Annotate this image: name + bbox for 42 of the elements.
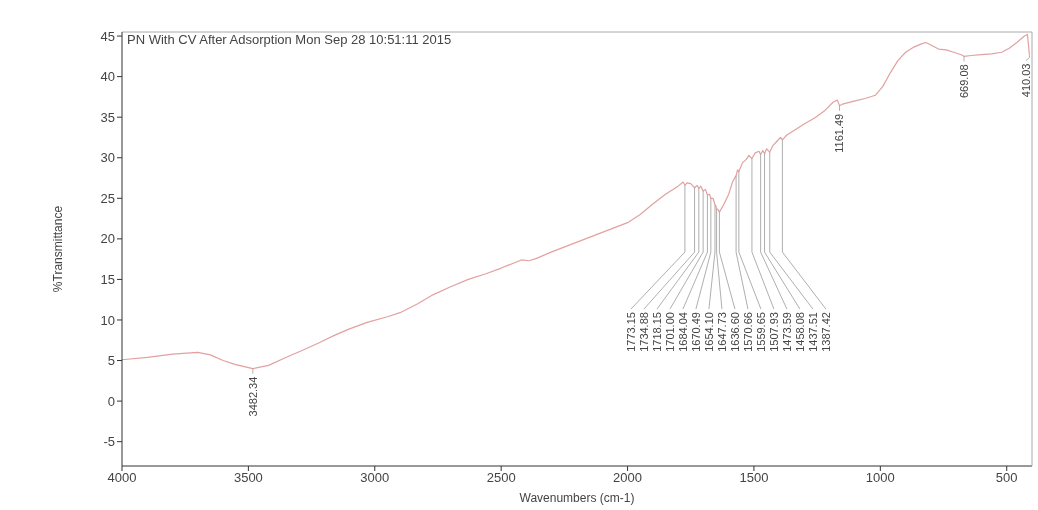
y-tick-label: -5 [103,434,115,450]
annotation: 1559.65 [754,312,767,352]
y-tick-label: 0 [107,393,115,409]
x-tick-label: 1500 [739,470,769,486]
x-tick-label: 3000 [360,470,390,486]
annotation: 1773.15 [624,312,637,352]
annotation: 3482.34 [246,376,259,417]
x-tick-label: 1000 [865,470,895,486]
x-tick-label: 500 [995,470,1018,486]
x-axis-title: Wavenumbers (cm-1) [519,491,635,505]
annotation: 1458.08 [793,312,806,352]
y-tick-label: 15 [100,272,115,288]
y-tick-label: 10 [100,312,115,328]
y-tick-label: 45 [100,28,115,44]
x-tick-label: 4000 [107,470,137,486]
y-axis-title: %Transmittance [51,205,65,293]
annotation: 1507.93 [767,312,780,352]
annotation: 1654.10 [702,312,715,352]
y-tick-label: 20 [100,231,115,247]
x-tick-label: 3500 [233,470,263,486]
annotation: 1701.00 [663,312,676,352]
annotation: 1684.04 [676,312,689,352]
x-tick-label: 2000 [613,470,643,486]
x-tick-label: 2500 [486,470,516,486]
y-tick-label: 25 [100,190,115,206]
y-tick-label: 35 [100,109,115,125]
y-tick-label: 30 [100,150,115,166]
annotation: 1437.51 [806,312,819,352]
annotation: 1161.49 [833,113,846,153]
annotation: 1473.59 [780,312,793,352]
annotation: 1734.88 [637,312,650,352]
chart-title: PN With CV After Adsorption Mon Sep 28 10:51:11 2015 [127,32,452,47]
annotation: 1718.15 [650,312,663,352]
annotation: 1670.49 [689,312,702,352]
annotation: 1647.73 [715,312,728,352]
annotation: 410.03 [1019,63,1032,98]
y-tick-label: 5 [107,353,115,369]
y-tick-label: 40 [100,69,115,85]
annotation: 1636.60 [728,312,741,352]
annotation: 669.08 [957,64,970,98]
annotation: 1387.42 [819,312,832,352]
annotation: 1570.66 [741,312,754,352]
